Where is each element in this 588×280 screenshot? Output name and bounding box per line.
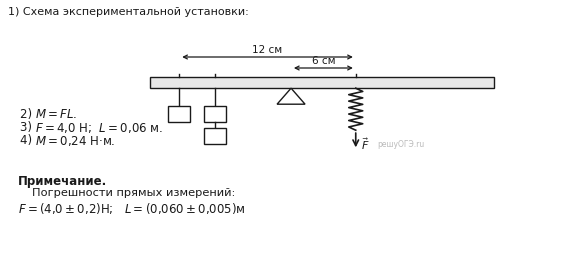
Text: $M = 0{,}24$ Н·м.: $M = 0{,}24$ Н·м. [35, 134, 115, 148]
Bar [150, 77, 494, 88]
Text: 2): 2) [20, 108, 36, 121]
Polygon shape [277, 88, 305, 104]
Bar [168, 106, 191, 122]
Text: 1) Схема экспериментальной установки:: 1) Схема экспериментальной установки: [8, 7, 249, 17]
Bar [203, 106, 226, 122]
Text: 3): 3) [20, 121, 36, 134]
Text: Примечание.: Примечание. [18, 175, 107, 188]
Text: 12 см: 12 см [252, 45, 283, 55]
Text: Погрешности прямых измерений:: Погрешности прямых измерений: [32, 188, 235, 198]
Bar [203, 128, 226, 144]
Text: 4): 4) [20, 134, 36, 147]
Text: $F = 4{,}0$ Н;  $L = 0{,}06$ м.: $F = 4{,}0$ Н; $L = 0{,}06$ м. [35, 121, 163, 135]
Text: $\vec{F}$: $\vec{F}$ [361, 136, 369, 152]
Text: решуОГЭ.ru: решуОГЭ.ru [377, 140, 425, 149]
Text: $M = FL.$: $M = FL.$ [35, 108, 78, 121]
Text: $F = (4{,}0\pm0{,}2)$Н;   $L = (0{,}060\pm0{,}005)$м: $F = (4{,}0\pm0{,}2)$Н; $L = (0{,}060\pm… [18, 201, 246, 216]
Text: 6 см: 6 см [312, 56, 335, 66]
